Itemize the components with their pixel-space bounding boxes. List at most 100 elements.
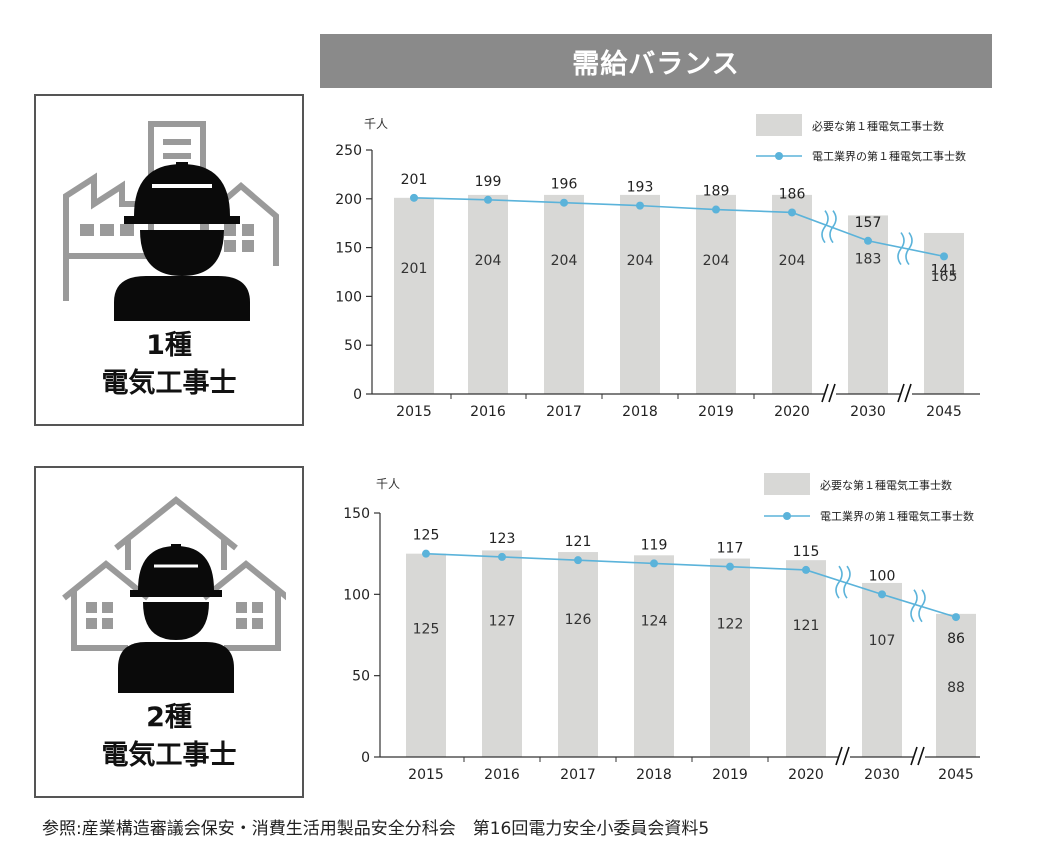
chart2-legend-line-label: 電工業界の第１種電気工事士数	[820, 509, 974, 523]
chart2-line-data-label: 117	[717, 541, 744, 557]
chart2-x-tick-label: 2015	[408, 767, 444, 783]
chart1-y-tick-label: 100	[335, 289, 362, 305]
chart2-bar	[710, 558, 750, 757]
chart2-x-tick-label: 2017	[560, 767, 596, 783]
chart1-x-tick-label: 2017	[546, 404, 582, 420]
chart2-axis-break-mark	[842, 746, 850, 766]
panel-type1: 1種 電気工事士	[34, 94, 304, 426]
chart1-x-tick-label: 2030	[850, 404, 886, 420]
chart1-bar	[394, 197, 434, 394]
chart1-line-data-label: 141	[931, 262, 958, 278]
chart2-line-break-mark	[918, 589, 926, 623]
chart2-line-point	[498, 552, 506, 561]
chart2-x-tick-label: 2018	[636, 767, 672, 783]
chart2-bar	[862, 582, 902, 757]
chart2-line-point	[422, 549, 430, 558]
chart2-bar-data-label: 124	[641, 613, 668, 629]
chart2-bar-data-label: 107	[869, 633, 896, 649]
chart1-bar	[696, 194, 736, 394]
chart2-line-data-label: 86	[947, 631, 965, 647]
chart1-line-data-label: 186	[779, 186, 806, 202]
chart2-line-series	[425, 552, 957, 618]
chart1-legend-bar-label: 必要な第１種電気工事士数	[812, 119, 944, 133]
chart2-line-point	[952, 613, 960, 622]
chart2-bar	[634, 555, 674, 757]
source-footnote: 参照:産業構造審議会保安・消費生活用製品安全分科会 第16回電力安全小委員会資料…	[42, 819, 710, 839]
chart1-bar	[620, 194, 660, 394]
chart1-x-tick-label: 2015	[396, 404, 432, 420]
chart2-line-data-label: 115	[793, 544, 820, 560]
chart2-x-tick-label: 2030	[864, 767, 900, 783]
chart1-bar-data-label: 165	[931, 269, 958, 285]
chart2-line-data-label: 119	[641, 537, 668, 553]
chart2-bar-data-label: 127	[489, 613, 516, 629]
chart2-unit-label: 千人	[376, 477, 400, 491]
chart1-line-data-label: 189	[703, 184, 730, 200]
chart2-x-tick-label: 2020	[788, 767, 824, 783]
chart1-legend-line-marker	[775, 152, 783, 160]
chart2-axis-break-mark	[835, 746, 843, 766]
chart2-bar	[482, 550, 522, 757]
chart2-y-tick-label: 0	[361, 750, 370, 766]
chart2-line-break-mark	[843, 565, 851, 599]
panel-type2-line1: 2種	[146, 702, 192, 733]
chart1-line-series	[413, 197, 945, 258]
chart2-line-point	[726, 562, 734, 571]
chart2-bar-data-label: 125	[413, 622, 440, 638]
chart2-x-tick-label: 2019	[712, 767, 748, 783]
chart1-line-break-mark	[829, 210, 837, 244]
chart1-unit-label: 千人	[364, 117, 388, 131]
chart1-line-point	[560, 198, 568, 207]
chart1-x-tick-label: 2045	[926, 404, 962, 420]
chart2-line-data-label: 121	[565, 534, 592, 550]
chart2-y-tick-label: 100	[343, 587, 370, 603]
chart2-x-tick-label: 2016	[484, 767, 520, 783]
chart1-line-point	[940, 252, 948, 261]
chart1-bar	[544, 194, 584, 394]
chart1-line-point	[788, 208, 796, 217]
chart2-legend-bar-label: 必要な第１種電気工事士数	[820, 478, 952, 492]
chart1-y-tick-label: 200	[335, 192, 362, 208]
chart1-line-data-label: 199	[475, 174, 502, 190]
chart1-line-data-label: 157	[855, 215, 882, 231]
chart2-line-data-label: 123	[489, 531, 516, 547]
chart1-y-tick-label: 0	[353, 387, 362, 403]
chart1-y-tick-label: 50	[344, 338, 362, 354]
worker-factory-icon	[63, 121, 279, 321]
chart1-bar-data-label: 204	[475, 253, 502, 269]
chart2-bar	[786, 560, 826, 757]
chart1-axis-break-mark	[821, 383, 829, 403]
chart1-x-tick-label: 2018	[622, 404, 658, 420]
chart2-line-point	[802, 565, 810, 574]
chart1-bar	[848, 215, 888, 394]
chart1-line-point	[410, 193, 418, 202]
panel-type1-line1: 1種	[146, 330, 192, 361]
chart1-x-tick-label: 2019	[698, 404, 734, 420]
chart1-line-point	[864, 236, 872, 245]
chart1-line-break-mark	[897, 232, 905, 266]
chart1-y-tick-label: 150	[335, 241, 362, 257]
chart1-legend-bar-swatch	[756, 114, 802, 136]
chart2-legend-bar-swatch	[764, 473, 810, 495]
chart2-y-tick-label: 150	[343, 506, 370, 522]
chart1-bar-data-label: 183	[855, 251, 882, 267]
chart2-line-break-mark	[910, 589, 918, 623]
chart1-y-tick-label: 250	[335, 143, 362, 159]
chart1-line-point	[636, 201, 644, 210]
chart1-axis-break-mark	[904, 383, 912, 403]
chart2-line-point	[574, 556, 582, 565]
panel-type2-line2: 電気工事士	[101, 740, 237, 771]
chart2-legend-line-marker	[783, 512, 791, 520]
chart1-bar-data-label: 204	[551, 253, 578, 269]
chart1-line-data-label: 201	[401, 172, 428, 188]
chart2-bar	[558, 552, 598, 757]
chart2-y-tick-label: 50	[352, 669, 370, 685]
chart1-x-tick-label: 2016	[470, 404, 506, 420]
chart1-axis-break-mark	[828, 383, 836, 403]
chart2-line-break-mark	[835, 565, 843, 599]
chart1-line-break-mark	[905, 232, 913, 266]
chart2-axis-break-mark	[917, 746, 925, 766]
chart1-line-data-label: 196	[551, 177, 578, 193]
chart1-line-point	[484, 195, 492, 204]
